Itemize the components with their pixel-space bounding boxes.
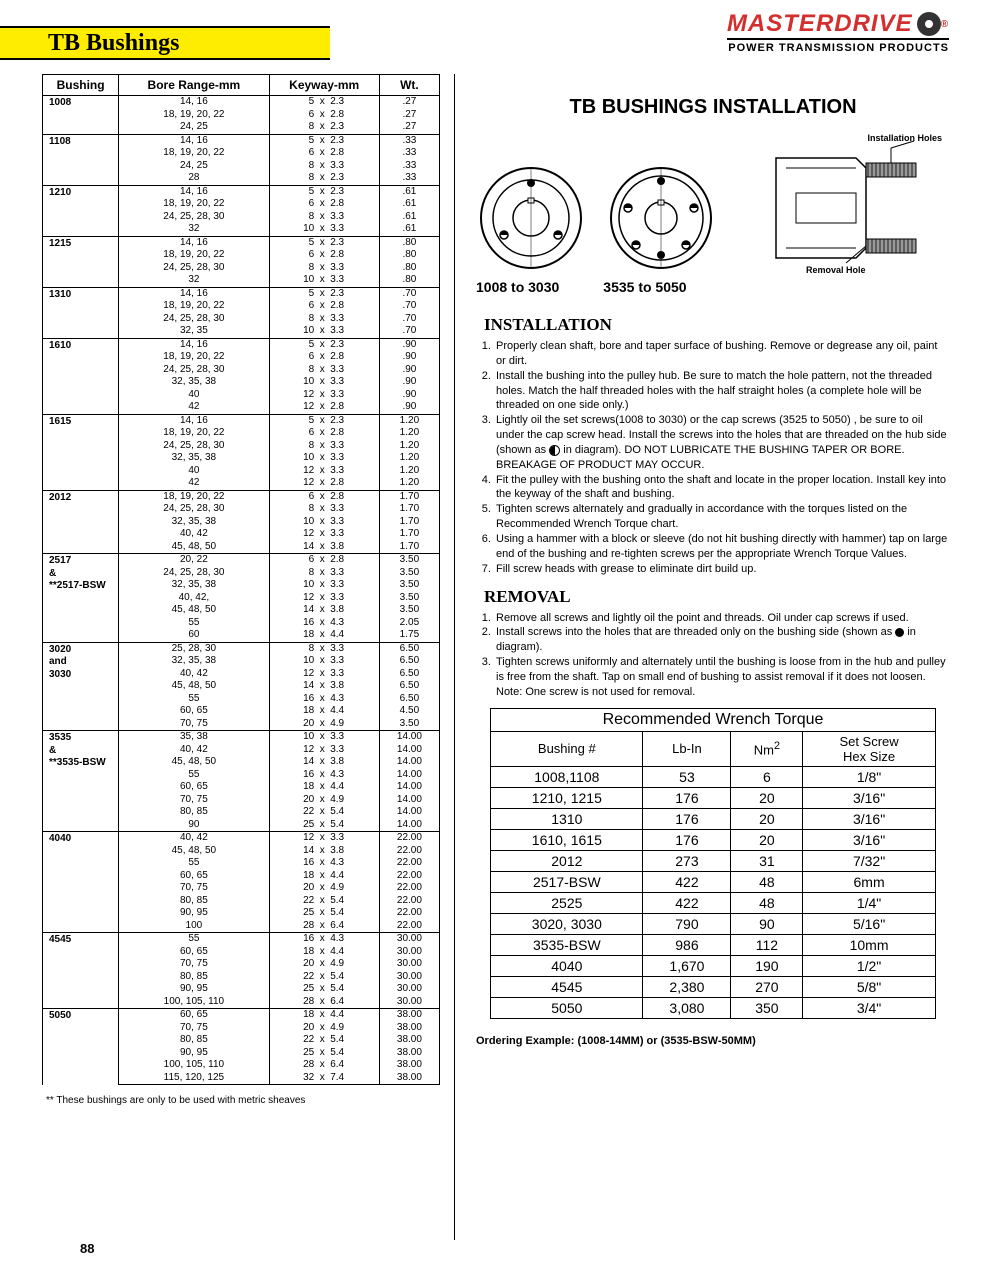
list-item: Remove all screws and lightly oil the po…	[494, 611, 950, 626]
table-row: 3020and303025, 28, 308x3.36.50	[43, 642, 440, 655]
col-wt: Wt.	[379, 75, 439, 96]
table-row: 404040, 4212x3.322.00	[43, 832, 440, 845]
table-row: 2517&**2517-BSW20, 226x2.83.50	[43, 554, 440, 567]
table-row: 3535&**3535-BSW35, 3810x3.314.00	[43, 731, 440, 744]
table-row: 45452,3802705/8"	[491, 976, 936, 997]
list-item: Properly clean shaft, bore and taper sur…	[494, 339, 950, 369]
range-b: 3535 to 5050	[603, 279, 686, 295]
table-row: 2517-BSW422486mm	[491, 871, 936, 892]
brand-block: MASTERDRIVE ® POWER TRANSMISSION PRODUCT…	[727, 10, 949, 54]
bushing-front-a-icon	[476, 163, 586, 273]
table-row: 1008,11085361/8"	[491, 766, 936, 787]
table-row: 3535-BSW98611210mm	[491, 934, 936, 955]
list-item: Fit the pulley with the bushing onto the…	[494, 473, 950, 503]
footnote: ** These bushings are only to be used wi…	[42, 1095, 440, 1106]
table-row: 3020, 3030790905/16"	[491, 913, 936, 934]
table-row: 505060, 6518x4.438.00	[43, 1009, 440, 1022]
range-a: 1008 to 3030	[476, 279, 559, 295]
table-row: 201218, 19, 20, 226x2.81.70	[43, 490, 440, 503]
table-row: 100814, 165x2.3.27	[43, 96, 440, 109]
install-steps: Properly clean shaft, bore and taper sur…	[476, 339, 950, 577]
removal-steps: Remove all screws and lightly oil the po…	[476, 611, 950, 700]
table-row: 110814, 165x2.3.33	[43, 134, 440, 147]
right-column: TB BUSHINGS INSTALLATION	[476, 96, 950, 1047]
table-row: 121014, 165x2.3.61	[43, 185, 440, 198]
gear-icon	[917, 12, 941, 36]
spec-table: Bushing Bore Range-mm Keyway-mm Wt. 1008…	[42, 74, 440, 1085]
torque-table: Recommended Wrench Torque Bushing # Lb-I…	[490, 708, 936, 1019]
table-row: 2012273317/32"	[491, 850, 936, 871]
label-removal-hole: Removal Hole	[806, 265, 866, 275]
bushing-side-icon	[736, 133, 946, 273]
table-row: 2525422481/4"	[491, 892, 936, 913]
list-item: Install the bushing into the pulley hub.…	[494, 369, 950, 414]
removal-heading: REMOVAL	[484, 587, 950, 607]
table-row: 161014, 165x2.3.90	[43, 338, 440, 351]
spec-table-wrap: Bushing Bore Range-mm Keyway-mm Wt. 1008…	[42, 74, 440, 1106]
table-row: 161514, 165x2.31.20	[43, 414, 440, 427]
table-row: 121514, 165x2.3.80	[43, 236, 440, 249]
torque-table-wrap: Recommended Wrench Torque Bushing # Lb-I…	[476, 708, 950, 1019]
list-item: Install screws into the holes that are t…	[494, 625, 950, 655]
table-row: 45455516x4.330.00	[43, 933, 440, 946]
brand-tagline: POWER TRANSMISSION PRODUCTS	[727, 38, 949, 54]
page-number: 88	[80, 1241, 94, 1256]
installation-heading: INSTALLATION	[484, 315, 950, 335]
install-title: TB BUSHINGS INSTALLATION	[476, 96, 950, 119]
table-row: 50503,0803503/4"	[491, 997, 936, 1018]
col-keyway: Keyway-mm	[269, 75, 379, 96]
torque-title: Recommended Wrench Torque	[491, 708, 936, 731]
bushing-front-b-icon	[606, 163, 716, 273]
diagram-range-labels: 1008 to 3030 3535 to 5050	[476, 279, 950, 295]
title-bar: TB Bushings	[0, 26, 330, 60]
diagrams: Installation Holes Removal Hole	[476, 133, 950, 273]
page-title: TB Bushings	[48, 30, 179, 57]
list-item: Tighten screws alternately and gradually…	[494, 502, 950, 532]
table-row: 1210, 1215176203/16"	[491, 787, 936, 808]
table-row: 131014, 165x2.3.70	[43, 287, 440, 300]
list-item: Fill screw heads with grease to eliminat…	[494, 562, 950, 577]
brand-name: MASTERDRIVE ®	[727, 10, 949, 38]
ordering-example: Ordering Example: (1008-14MM) or (3535-B…	[476, 1035, 950, 1047]
col-bushing: Bushing	[43, 75, 119, 96]
list-item: Using a hammer with a block or sleeve (d…	[494, 532, 950, 562]
list-item: Lightly oil the set screws(1008 to 3030)…	[494, 413, 950, 472]
table-row: 1310176203/16"	[491, 808, 936, 829]
label-install-holes: Installation Holes	[867, 133, 942, 143]
table-row: 40401,6701901/2"	[491, 955, 936, 976]
column-divider	[454, 74, 455, 1240]
table-row: 1610, 1615176203/16"	[491, 829, 936, 850]
col-bore: Bore Range-mm	[119, 75, 269, 96]
list-item: Tighten screws uniformly and alternately…	[494, 655, 950, 700]
